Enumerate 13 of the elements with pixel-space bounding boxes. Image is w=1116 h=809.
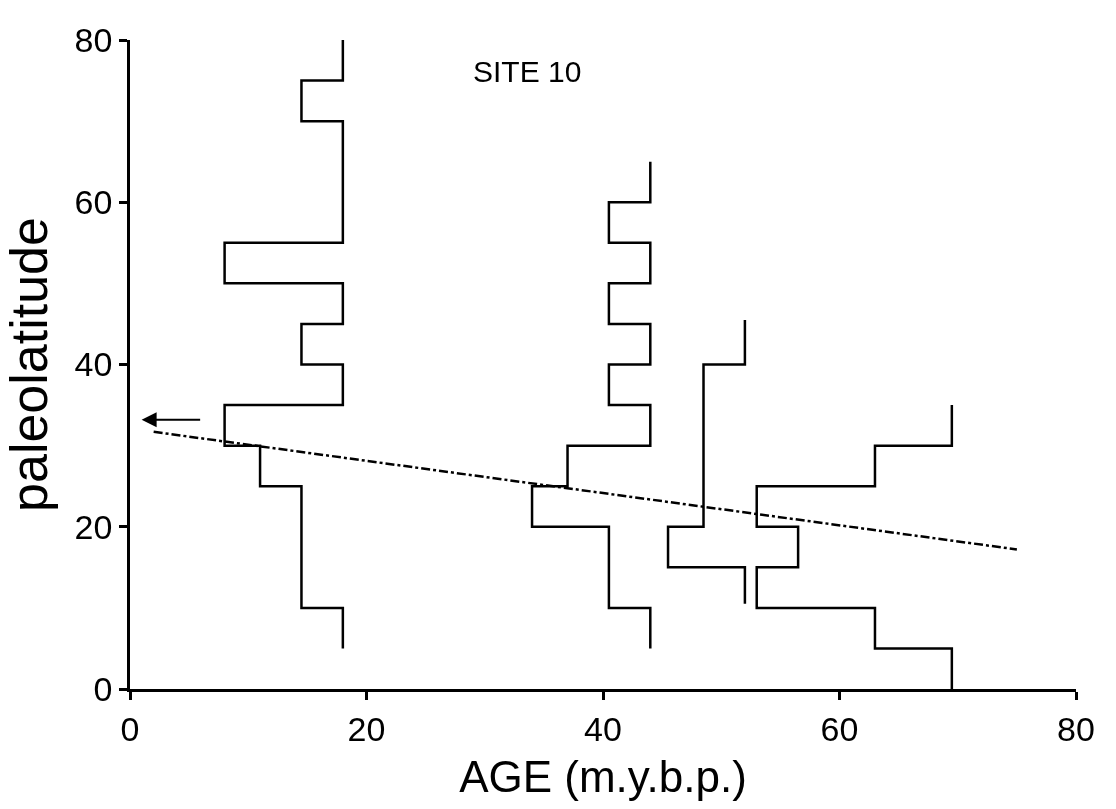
x-axis-title: AGE (m.y.b.p.) xyxy=(459,751,747,801)
x-tick-label: 40 xyxy=(584,709,622,748)
x-tick-label: 80 xyxy=(1057,709,1095,748)
y-axis-title: paleolatitude xyxy=(0,217,58,512)
y-tick-label: 40 xyxy=(74,345,113,384)
y-tick-label: 20 xyxy=(74,507,113,546)
text: SITE 10 xyxy=(473,55,582,88)
x-tick-label: 0 xyxy=(120,709,140,748)
y-tick-label: 60 xyxy=(74,183,113,222)
x-tick-label: 60 xyxy=(820,709,859,748)
y-tick-label: 80 xyxy=(74,20,113,59)
y-tick-label: 0 xyxy=(93,669,113,708)
x-tick-label: 20 xyxy=(347,709,386,748)
